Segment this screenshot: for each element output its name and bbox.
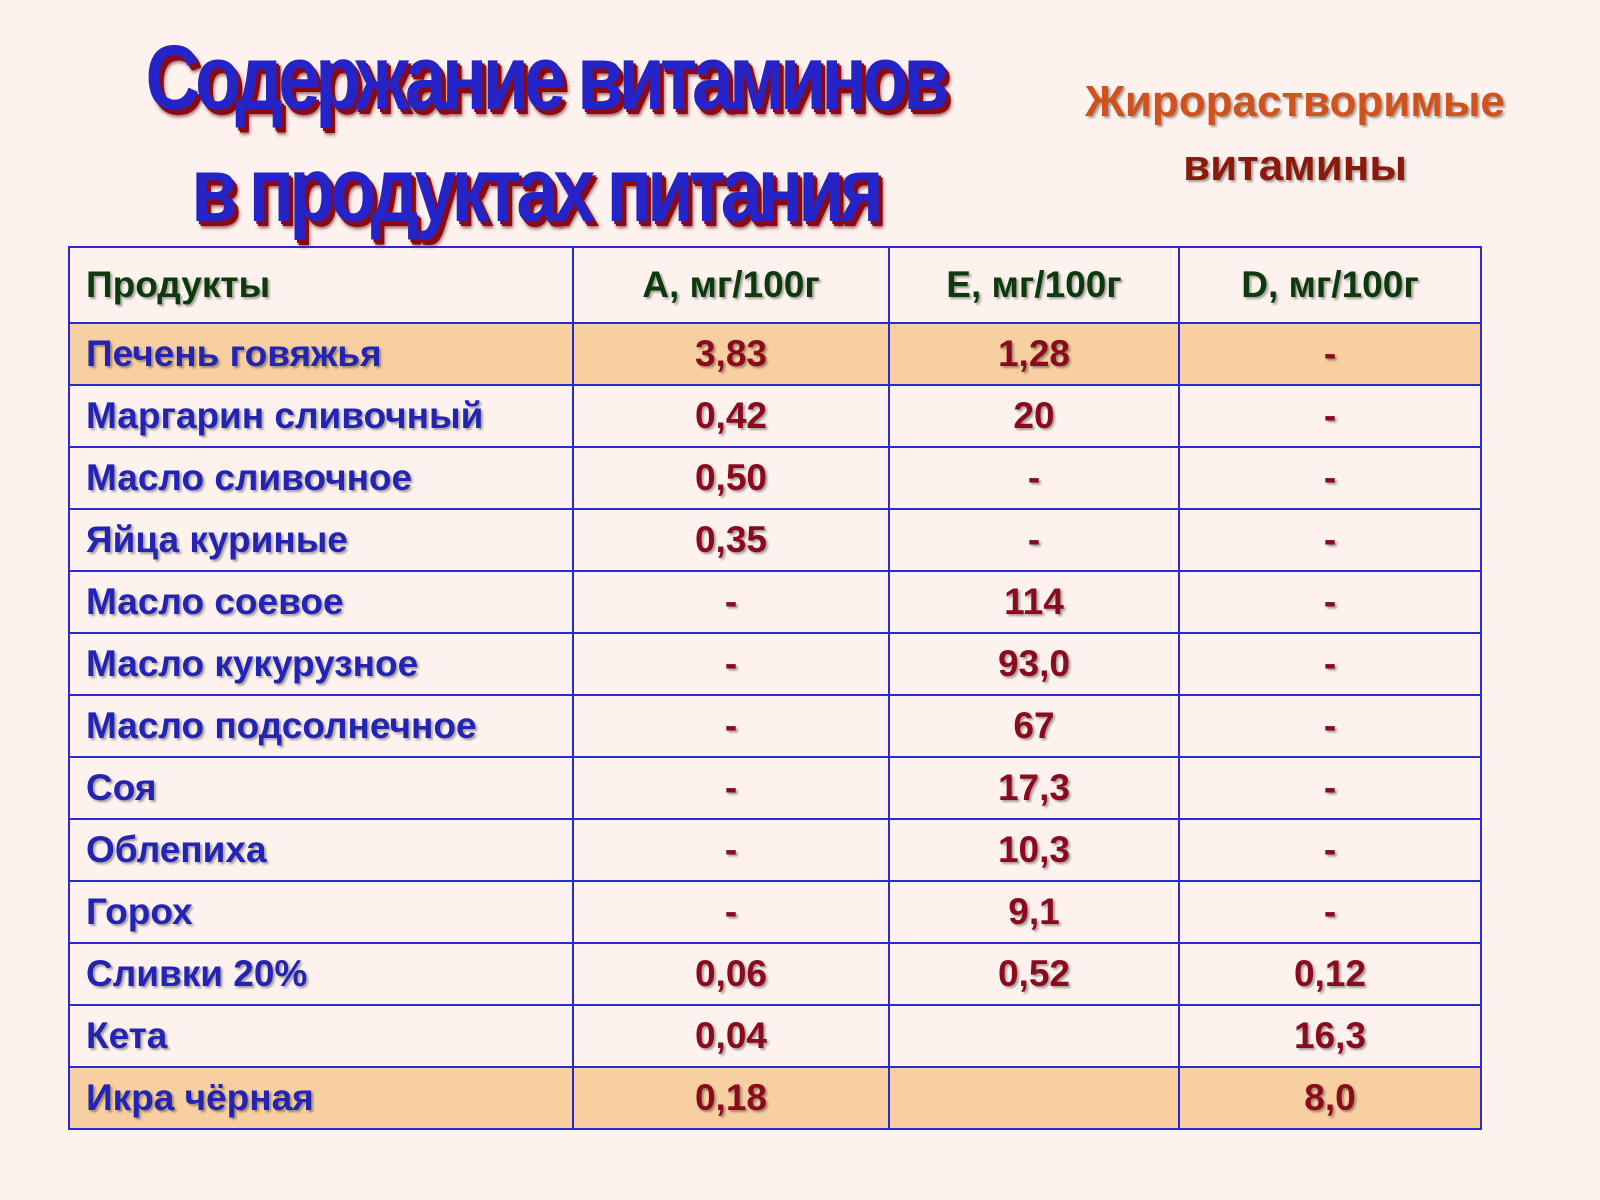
header-products: Продукты	[68, 246, 574, 324]
table-row: Маргарин сливочный 0,42 20-	[68, 384, 1482, 448]
cell-vitamin-e: -	[888, 508, 1180, 572]
page-title: Содержание витаминов в продуктах питания	[145, 22, 950, 246]
vitamin-table: Продукты A, мг/100г E, мг/100г D, мг/100…	[68, 246, 1482, 1130]
page-title-line-2: в продуктах питания	[191, 139, 884, 241]
cell-product: Сливки 20%	[68, 942, 574, 1006]
table-row: Горох -9,1-	[68, 880, 1482, 944]
table-row: Облепиха -10,3-	[68, 818, 1482, 882]
cell-vitamin-d: 8,0	[1178, 1066, 1482, 1130]
cell-vitamin-e: 114	[888, 570, 1180, 634]
header-vitamin-d: D, мг/100г	[1178, 246, 1482, 324]
header-vitamin-a: A, мг/100г	[572, 246, 890, 324]
cell-vitamin-e: 67	[888, 694, 1180, 758]
cell-vitamin-d: -	[1178, 322, 1482, 386]
cell-vitamin-a: -	[572, 880, 890, 944]
cell-vitamin-e: 0,52	[888, 942, 1180, 1006]
cell-vitamin-d: 16,3	[1178, 1004, 1482, 1068]
table-row: Печень говяжья 3,83 1,28-	[68, 322, 1482, 386]
cell-vitamin-a: 0,18	[572, 1066, 890, 1130]
cell-product: Масло подсолнечное	[68, 694, 574, 758]
cell-product: Масло соевое	[68, 570, 574, 634]
cell-vitamin-d: -	[1178, 508, 1482, 572]
cell-vitamin-d: -	[1178, 632, 1482, 696]
table-row: Соя -17,3-	[68, 756, 1482, 820]
cell-vitamin-e	[888, 1066, 1180, 1130]
section-subtitle: Жирорастворимые витамины	[1020, 70, 1570, 198]
table-row: Сливки 20% 0,06 0,52 0,12	[68, 942, 1482, 1006]
cell-product: Масло сливочное	[68, 446, 574, 510]
cell-vitamin-e: 1,28	[888, 322, 1180, 386]
cell-vitamin-d: -	[1178, 570, 1482, 634]
cell-product: Печень говяжья	[68, 322, 574, 386]
subtitle-line-1: Жирорастворимые	[1085, 77, 1505, 126]
table-row: Икра чёрная 0,18 8,0	[68, 1066, 1482, 1130]
cell-vitamin-d: -	[1178, 756, 1482, 820]
cell-vitamin-d: -	[1178, 446, 1482, 510]
header-vitamin-e: E, мг/100г	[888, 246, 1180, 324]
cell-vitamin-a: -	[572, 570, 890, 634]
table-row: Масло сливочное 0,50- -	[68, 446, 1482, 510]
cell-product: Облепиха	[68, 818, 574, 882]
cell-product: Маргарин сливочный	[68, 384, 574, 448]
table-row: Яйца куриные 0,35- -	[68, 508, 1482, 572]
cell-vitamin-e: 9,1	[888, 880, 1180, 944]
cell-vitamin-a: 0,06	[572, 942, 890, 1006]
cell-vitamin-a: 0,35	[572, 508, 890, 572]
cell-vitamin-d: -	[1178, 384, 1482, 448]
subtitle-line-2: витамины	[1183, 141, 1407, 190]
cell-vitamin-e: 20	[888, 384, 1180, 448]
cell-product: Масло кукурузное	[68, 632, 574, 696]
cell-vitamin-e: 10,3	[888, 818, 1180, 882]
table-row: Масло соевое -114-	[68, 570, 1482, 634]
cell-vitamin-d: -	[1178, 694, 1482, 758]
cell-vitamin-a: 3,83	[572, 322, 890, 386]
table-header-row: Продукты A, мг/100г E, мг/100г D, мг/100…	[68, 246, 1482, 324]
cell-vitamin-a: 0,50	[572, 446, 890, 510]
cell-vitamin-e: -	[888, 446, 1180, 510]
cell-vitamin-a: -	[572, 756, 890, 820]
cell-vitamin-a: -	[572, 818, 890, 882]
cell-product: Яйца куриные	[68, 508, 574, 572]
cell-product: Кета	[68, 1004, 574, 1068]
cell-vitamin-a: -	[572, 694, 890, 758]
table-row: Кета 0,04 16,3	[68, 1004, 1482, 1068]
cell-vitamin-d: 0,12	[1178, 942, 1482, 1006]
cell-vitamin-d: -	[1178, 818, 1482, 882]
cell-product: Соя	[68, 756, 574, 820]
cell-product: Икра чёрная	[68, 1066, 574, 1130]
cell-vitamin-e: 93,0	[888, 632, 1180, 696]
cell-vitamin-e	[888, 1004, 1180, 1068]
table-row: Масло подсолнечное -67-	[68, 694, 1482, 758]
cell-vitamin-a: 0,04	[572, 1004, 890, 1068]
cell-vitamin-d: -	[1178, 880, 1482, 944]
cell-product: Горох	[68, 880, 574, 944]
cell-vitamin-a: 0,42	[572, 384, 890, 448]
cell-vitamin-e: 17,3	[888, 756, 1180, 820]
page-title-line-1: Содержание витаминов	[145, 27, 950, 129]
cell-vitamin-a: -	[572, 632, 890, 696]
table-row: Масло кукурузное -93,0-	[68, 632, 1482, 696]
